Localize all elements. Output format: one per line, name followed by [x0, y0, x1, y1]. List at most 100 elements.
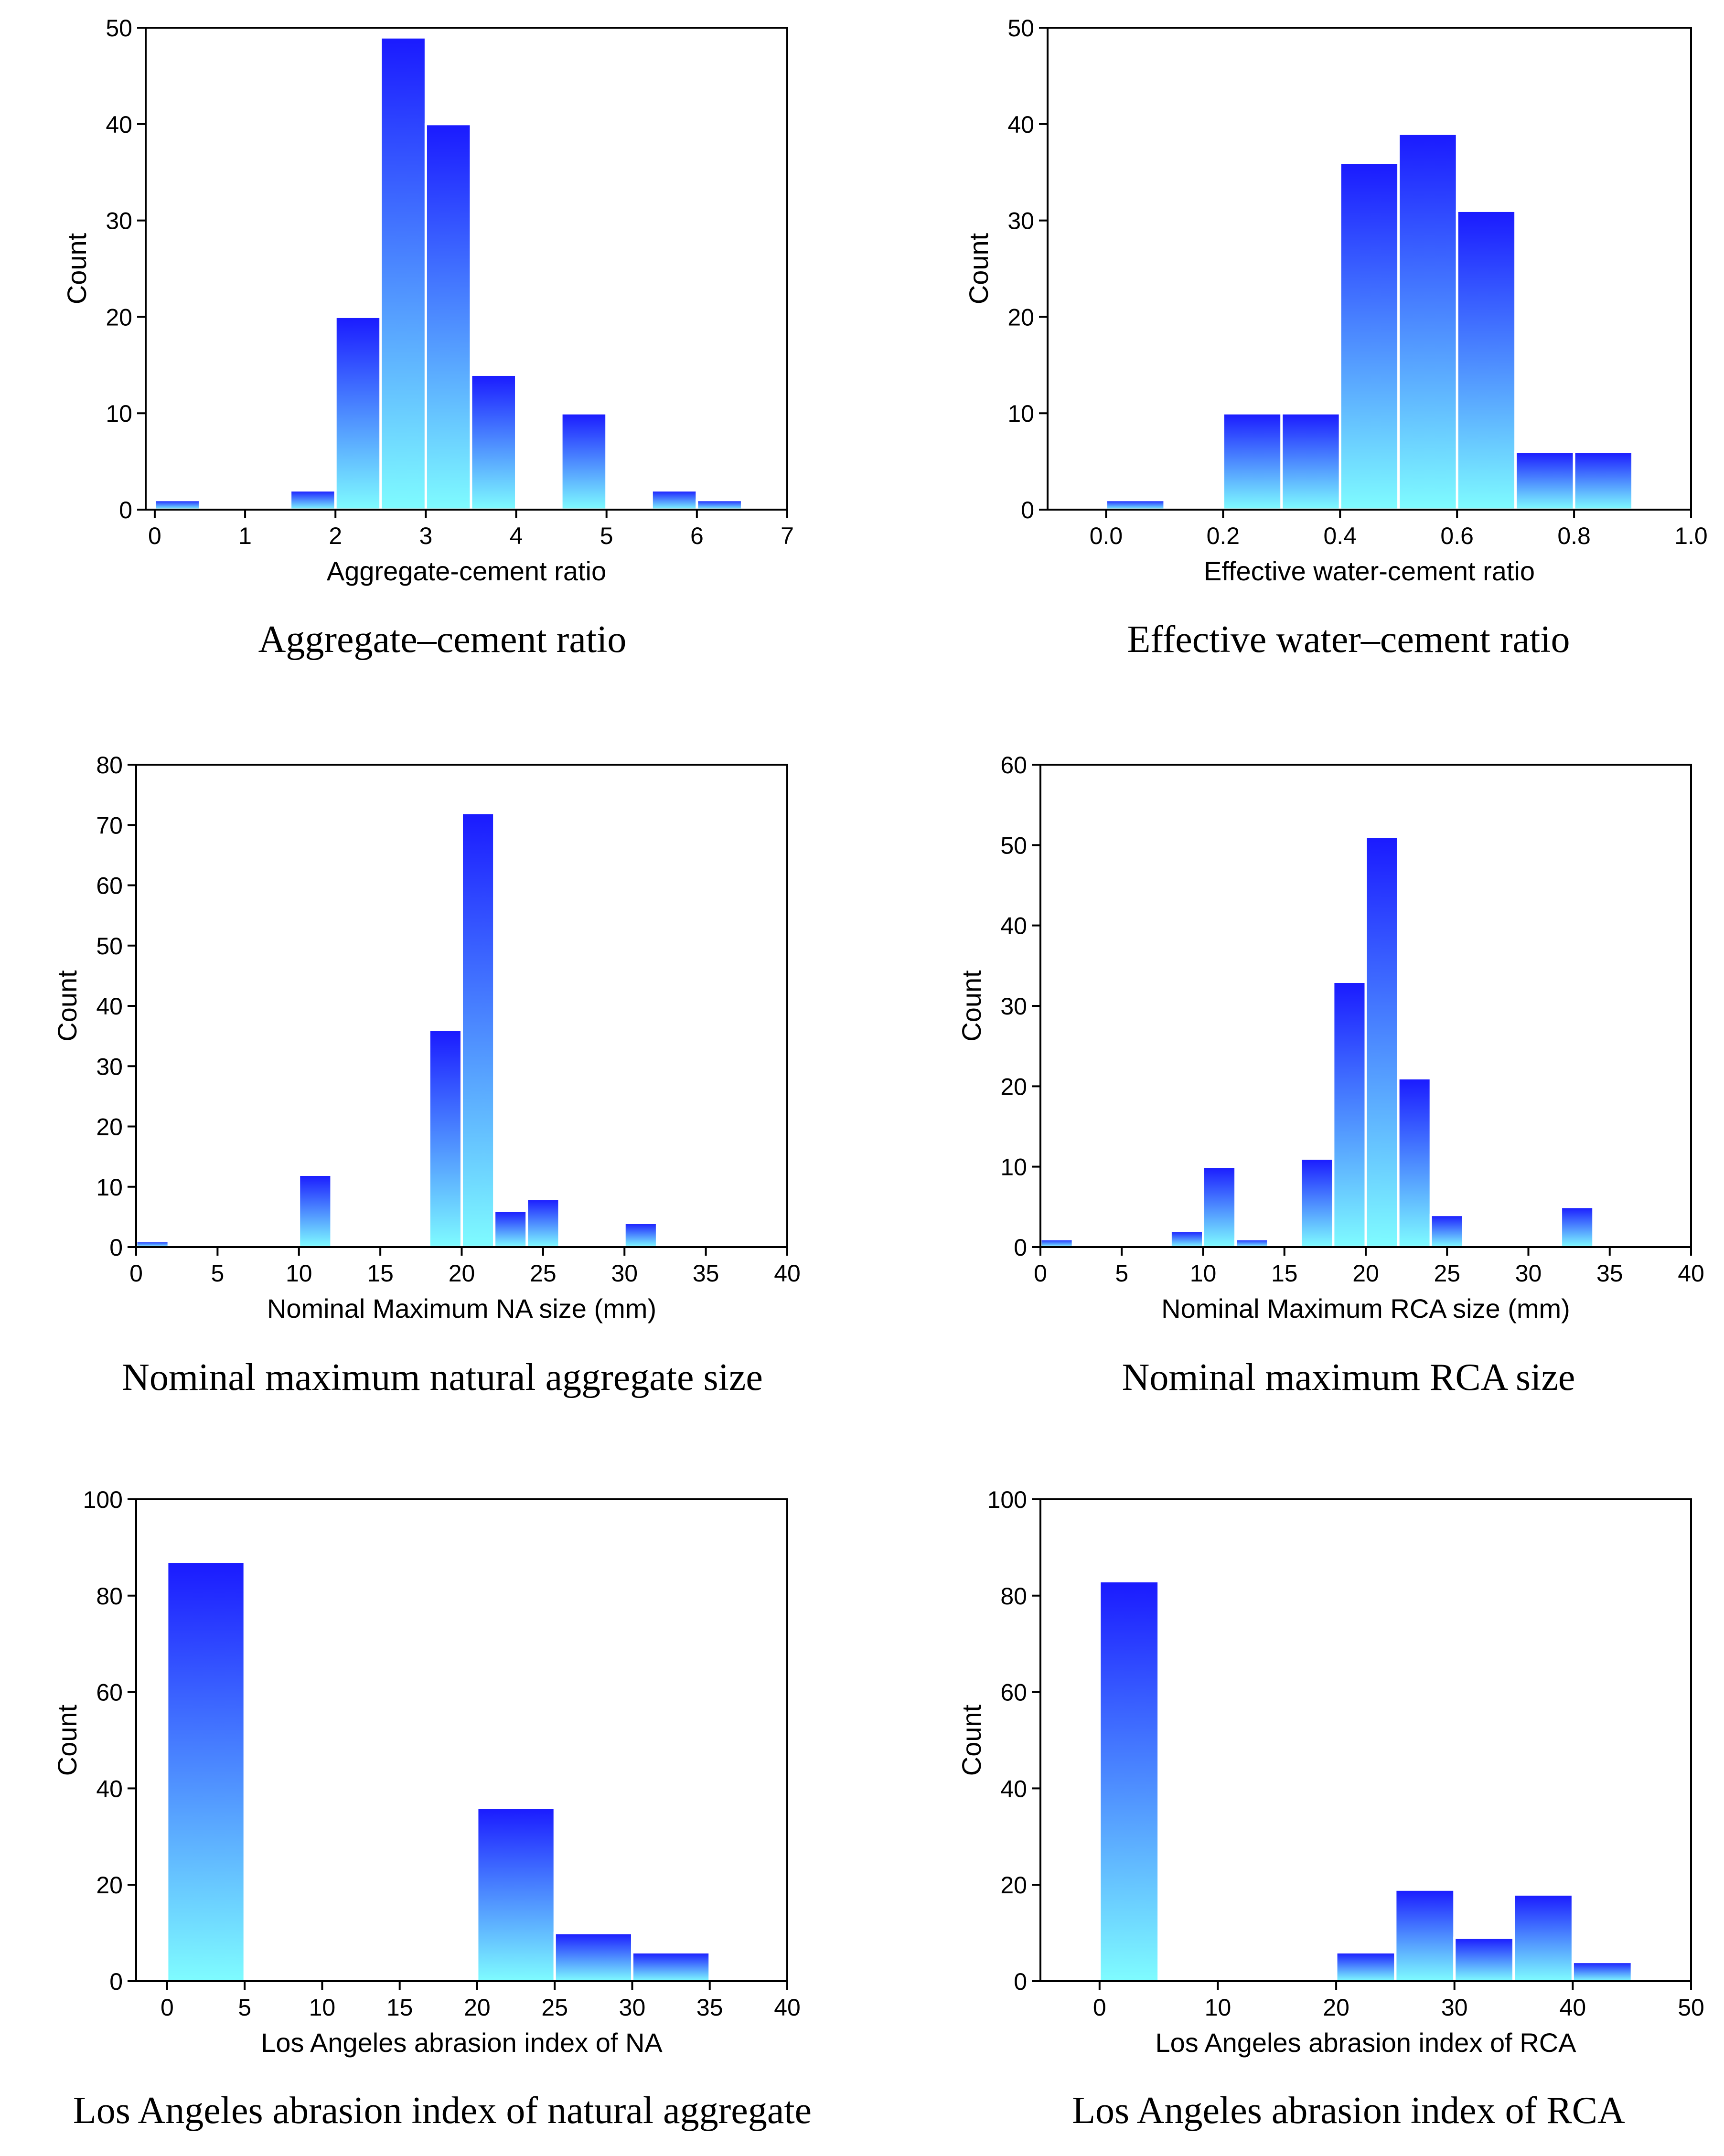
chart-panel-6: 0 10 20 30 40 50 0 20 40 60 80 100 Los Angeles abras…	[956, 1486, 1704, 2132]
histogram-bar	[1169, 1229, 1204, 1249]
y-tick-label: 70	[96, 812, 123, 839]
y-tick-label: 80	[96, 1583, 123, 1610]
y-tick-label: 0	[109, 1968, 123, 1995]
y-tick-label: 30	[1000, 993, 1027, 1020]
y-tick-label: 30	[106, 208, 132, 235]
panel-caption: Los Angeles abrasion index of natural ag…	[73, 2090, 812, 2132]
histogram-bar	[1514, 450, 1575, 511]
panel-caption: Aggregate–cement ratio	[258, 619, 627, 661]
x-tick-label: 10	[309, 1994, 336, 2021]
y-tick-label: 50	[1007, 15, 1034, 42]
chart-panel-4: 0 5 10 15 20 25 30 35 40 0 10 20 30 40 50 60 Nominal Max…	[956, 752, 1704, 1398]
histogram-bar	[1512, 1893, 1574, 1983]
x-axis-label: Los Angeles abrasion index of NA	[261, 2028, 663, 2058]
y-tick-label: 20	[1007, 304, 1034, 331]
x-tick-label: 35	[1596, 1260, 1623, 1287]
y-tick-label: 50	[96, 933, 123, 960]
histogram-bar	[1339, 161, 1400, 511]
histogram-bar	[298, 1174, 333, 1249]
x-tick-label: 0	[129, 1260, 143, 1287]
x-tick-label: 3	[419, 523, 432, 549]
histogram-bar	[1332, 981, 1367, 1249]
x-tick-label: 20	[464, 1994, 491, 2021]
y-tick-label: 20	[106, 304, 132, 331]
histogram-bar	[493, 1209, 528, 1249]
chart-panel-1: 0 1 2 3 4 5 6 7 0 10 20 30 40 50 Aggregate-cement rati…	[62, 15, 794, 661]
x-tick-label: 25	[1434, 1260, 1460, 1287]
x-tick-label: 0	[1034, 1260, 1047, 1287]
x-tick-label: 40	[774, 1260, 801, 1287]
x-tick-label: 25	[541, 1994, 568, 2021]
x-tick-label: 30	[619, 1994, 646, 2021]
y-axis-label: Count	[52, 970, 82, 1042]
x-tick-label: 15	[386, 1994, 413, 2021]
histogram-bar	[1560, 1206, 1595, 1249]
x-tick-label: 5	[1115, 1260, 1128, 1287]
x-tick-label: 30	[611, 1260, 638, 1287]
panel-caption: Nominal maximum natural aggregate size	[122, 1356, 763, 1398]
y-axis-label: Count	[62, 233, 92, 304]
histogram-bar	[334, 315, 382, 511]
histogram-bar	[428, 1029, 463, 1249]
x-tick-label: 40	[1678, 1260, 1704, 1287]
x-tick-label: 6	[690, 523, 704, 549]
x-tick-label: 10	[1205, 1994, 1231, 2021]
x-tick-label: 0.8	[1557, 523, 1591, 549]
histogram-bar	[460, 811, 496, 1249]
y-tick-label: 80	[96, 752, 123, 779]
histogram-bar	[470, 373, 518, 511]
x-tick-label: 1.0	[1674, 523, 1708, 549]
y-tick-label: 0	[109, 1234, 123, 1261]
x-tick-label: 50	[1678, 1994, 1704, 2021]
x-tick-label: 15	[1271, 1260, 1298, 1287]
y-tick-label: 40	[1000, 913, 1027, 939]
panel-caption: Los Angeles abrasion index of RCA	[1072, 2090, 1625, 2132]
x-tick-label: 2	[329, 523, 342, 549]
x-tick-label: 10	[1190, 1260, 1217, 1287]
x-tick-label: 35	[693, 1260, 719, 1287]
histogram-bar	[553, 1932, 633, 1983]
y-tick-label: 20	[96, 1114, 123, 1141]
chart-panel-5: 0 5 10 15 20 25 30 35 40 0 20 40 60 80 100 Los Angeles …	[52, 1486, 812, 2132]
y-tick-label: 10	[106, 400, 132, 427]
x-tick-label: 0.4	[1324, 523, 1357, 549]
histogram-bar	[379, 36, 427, 511]
y-tick-label: 60	[1000, 1679, 1027, 1706]
histogram-bar	[1453, 1936, 1515, 1983]
x-axis-label: Aggregate-cement ratio	[327, 556, 606, 586]
histogram-bar	[289, 489, 337, 511]
x-tick-label: 0.2	[1207, 523, 1240, 549]
histogram-bar	[1571, 1961, 1633, 1983]
x-tick-label: 5	[600, 523, 613, 549]
panel-caption: Effective water–cement ratio	[1127, 619, 1570, 661]
x-axis-label: Los Angeles abrasion index of RCA	[1156, 2028, 1577, 2058]
y-tick-label: 80	[1000, 1583, 1027, 1610]
plot-frame	[1047, 27, 1692, 511]
y-tick-label: 60	[96, 1679, 123, 1706]
histogram-bar	[1202, 1165, 1237, 1249]
x-tick-label: 0	[161, 1994, 174, 2021]
y-axis-label: Count	[956, 970, 986, 1042]
histogram-bar	[525, 1197, 561, 1249]
y-tick-label: 60	[96, 873, 123, 899]
y-tick-label: 40	[106, 111, 132, 138]
x-axis-label: Nominal Maximum NA size (mm)	[267, 1293, 656, 1323]
x-tick-label: 0.6	[1440, 523, 1474, 549]
chart-panel-2: 0.0 0.2 0.4 0.6 0.8 1.0 0 10 20 30 40 50 Effective w…	[964, 15, 1708, 661]
x-tick-label: 35	[696, 1994, 723, 2021]
bar-series	[1098, 1580, 1633, 1983]
x-tick-label: 10	[286, 1260, 312, 1287]
histogram-bar	[476, 1806, 556, 1983]
histogram-bar	[1234, 1238, 1270, 1249]
x-tick-label: 40	[774, 1994, 801, 2021]
x-tick-label: 40	[1560, 1994, 1586, 2021]
y-tick-label: 10	[1000, 1154, 1027, 1181]
y-tick-label: 40	[1000, 1775, 1027, 1802]
histogram-bar	[650, 489, 698, 511]
histogram-bar	[1364, 836, 1400, 1249]
plot-frame	[135, 1498, 788, 1982]
y-tick-label: 20	[96, 1872, 123, 1899]
y-axis-label: Count	[964, 233, 994, 304]
y-axis-label: Count	[52, 1704, 82, 1776]
